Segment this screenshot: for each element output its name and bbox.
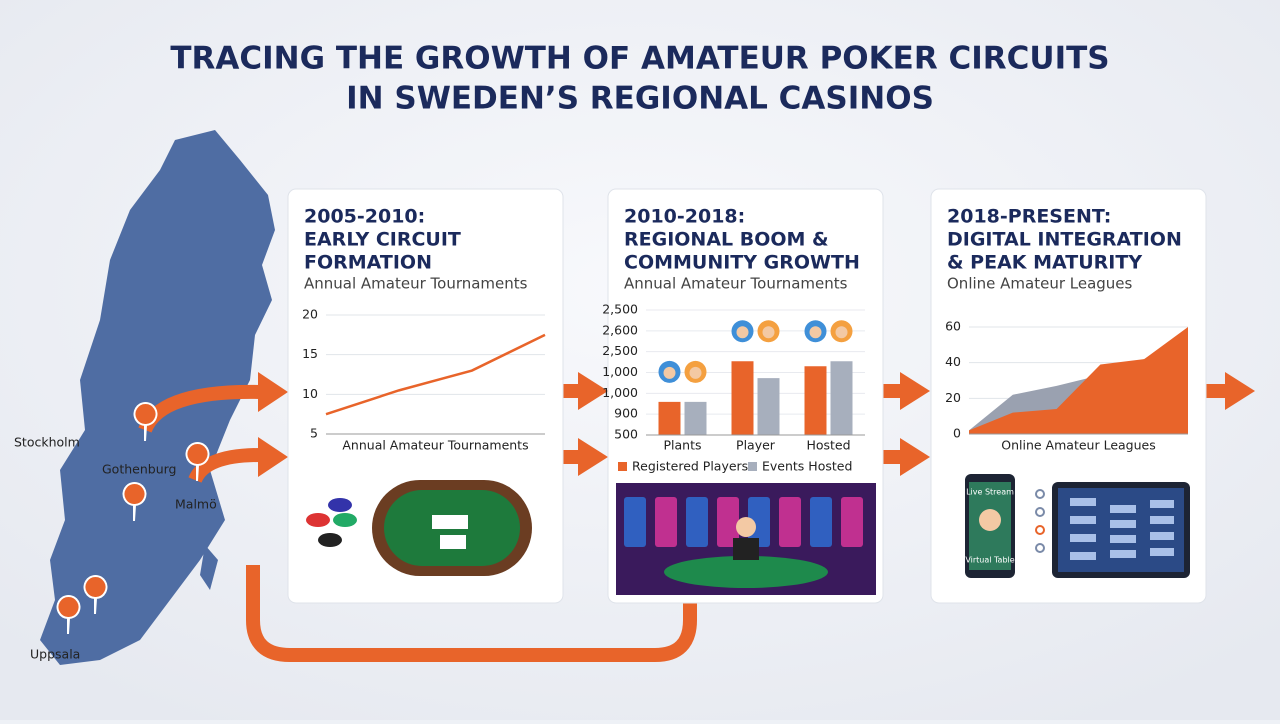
avatar-face	[663, 366, 676, 379]
avatar-face	[809, 326, 822, 339]
x-tick-label: Plants	[663, 438, 701, 453]
chips	[306, 513, 330, 527]
card	[440, 535, 466, 549]
map-label: Malmö	[175, 497, 217, 512]
legend-label: Registered Players	[632, 459, 748, 474]
panel-subtitle: Annual Amateur Tournaments	[624, 275, 848, 293]
panel-heading: FORMATION	[304, 252, 432, 274]
y-tick-label: 2,600	[602, 322, 638, 337]
chips	[333, 513, 357, 527]
y-tick-label: 20	[302, 307, 318, 322]
y-tick-label: 900	[614, 406, 638, 421]
dealer-body	[733, 538, 759, 560]
bracket-box	[1150, 500, 1174, 508]
title: IN SWEDEN’S REGIONAL CASINOS	[346, 81, 934, 117]
panel-heading: REGIONAL BOOM &	[624, 229, 829, 251]
avatar-face	[689, 366, 702, 379]
y-tick-label: 40	[945, 354, 961, 369]
avatar-face	[736, 326, 749, 339]
y-tick-label: 15	[302, 346, 318, 361]
bracket-box	[1110, 520, 1136, 528]
line-series	[325, 333, 546, 416]
slot-machine	[748, 497, 770, 547]
slot-machine	[655, 497, 677, 547]
avatar	[979, 509, 1001, 531]
map-sweden	[40, 130, 275, 665]
panel-period: 2018-PRESENT:	[947, 206, 1111, 228]
slot-machine	[717, 497, 739, 547]
bracket-box	[1150, 532, 1174, 540]
panel-heading: DIGITAL INTEGRATION	[947, 229, 1182, 251]
casino-table	[664, 556, 828, 588]
connector-dot	[1035, 507, 1045, 517]
bracket-box	[1110, 505, 1136, 513]
map-label: Uppsala	[30, 647, 80, 662]
panel-period: 2010-2018:	[624, 206, 745, 228]
device-label: Virtual Table	[965, 556, 1014, 565]
slot-machine	[779, 497, 801, 547]
bracket-box	[1070, 534, 1096, 542]
title: TRACING THE GROWTH OF AMATEUR POKER CIRC…	[170, 41, 1109, 77]
y-tick-label: 10	[302, 386, 318, 401]
bar	[731, 361, 754, 435]
slot-machine	[686, 497, 708, 547]
y-tick-label: 20	[945, 390, 961, 405]
card	[432, 515, 468, 529]
y-tick-label: 5	[310, 426, 318, 441]
bar	[804, 366, 827, 435]
bar	[684, 401, 707, 435]
y-tick-label: 0	[953, 426, 961, 441]
x-axis-label: Annual Amateur Tournaments	[342, 438, 528, 453]
connector-dot	[1035, 525, 1045, 535]
slot-machine	[810, 497, 832, 547]
map-island	[200, 545, 218, 590]
map-pins	[56, 402, 210, 635]
bracket-box	[1110, 550, 1136, 558]
bracket-box	[1070, 498, 1096, 506]
y-tick-label: 60	[945, 319, 961, 334]
dealer	[736, 517, 756, 537]
y-tick-label: 2,500	[602, 302, 638, 317]
bracket-box	[1070, 516, 1096, 524]
x-tick-label: Player	[736, 438, 776, 453]
legend-swatch	[618, 462, 627, 471]
legend-label: Events Hosted	[762, 459, 852, 474]
bracket-box	[1150, 516, 1174, 524]
bracket-box	[1070, 552, 1096, 560]
x-tick-label: Hosted	[806, 438, 850, 453]
chips	[328, 498, 352, 512]
avatar-face	[835, 326, 848, 339]
legend-swatch	[748, 462, 757, 471]
bar	[757, 378, 780, 435]
connector-dot	[1035, 543, 1045, 553]
bar	[658, 401, 681, 435]
bar	[830, 361, 853, 435]
slot-machine	[624, 497, 646, 547]
area-series	[969, 327, 1188, 434]
panel-heading: EARLY CIRCUIT	[304, 229, 461, 251]
panel-subtitle: Annual Amateur Tournaments	[304, 275, 528, 293]
y-tick-label: 2,500	[602, 343, 638, 358]
bracket-box	[1150, 548, 1174, 556]
connector-dot	[1035, 489, 1045, 499]
y-tick-label: 1,000	[602, 364, 638, 379]
x-axis-label: Online Amateur Leagues	[1001, 438, 1155, 453]
y-tick-label: 1,000	[602, 385, 638, 400]
bracket-box	[1110, 535, 1136, 543]
device-label: Live Stream	[966, 488, 1014, 497]
panel-heading: & PEAK MATURITY	[947, 252, 1142, 274]
slot-machine	[841, 497, 863, 547]
panel-subtitle: Online Amateur Leagues	[947, 275, 1133, 293]
avatar-face	[762, 326, 775, 339]
panel-period: 2005-2010:	[304, 206, 425, 228]
map-label: Stockholm	[14, 435, 80, 450]
chips	[318, 533, 342, 547]
map-label: Gothenburg	[102, 462, 176, 477]
y-tick-label: 500	[614, 427, 638, 442]
panel-heading: COMMUNITY GROWTH	[624, 252, 860, 274]
